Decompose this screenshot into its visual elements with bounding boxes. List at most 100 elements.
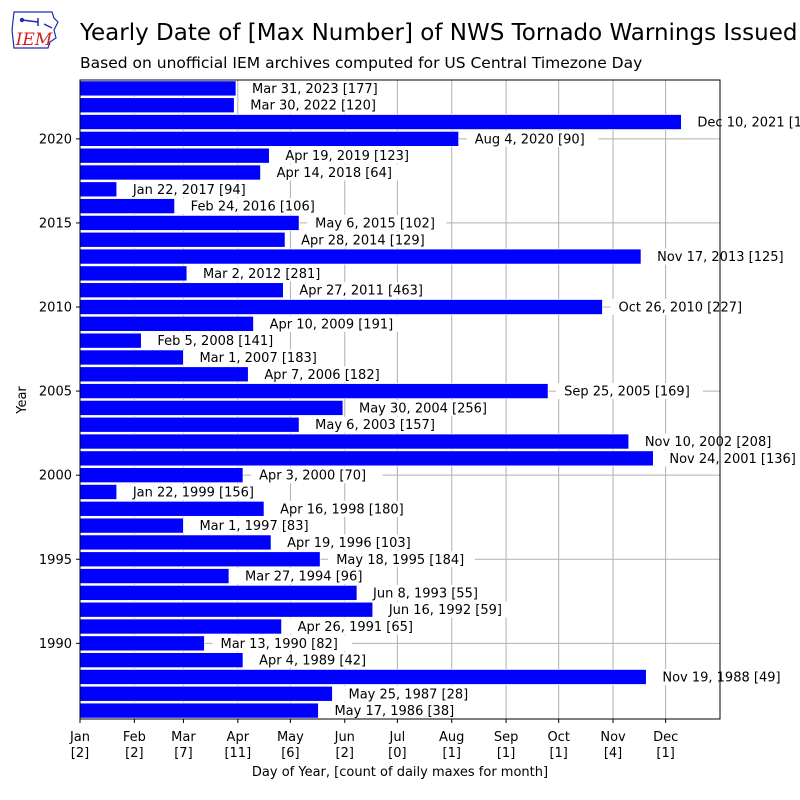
- bar-label: Mar 27, 1994 [96]: [245, 570, 362, 585]
- y-tick-label: 1995: [39, 553, 72, 568]
- bar: [79, 366, 249, 383]
- bar: [79, 601, 374, 618]
- bar: [79, 450, 654, 467]
- bar: [79, 114, 682, 131]
- bar-label: Apr 19, 2019 [123]: [285, 149, 409, 164]
- bar-label: Apr 7, 2006 [182]: [264, 368, 379, 383]
- bar-label: Nov 24, 2001 [136]: [669, 452, 795, 467]
- x-tick-label: Apr: [227, 730, 250, 745]
- bar-label: Feb 24, 2016 [106]: [191, 200, 315, 215]
- bar: [79, 214, 300, 231]
- y-tick-label: 2000: [39, 469, 72, 484]
- bar-label-background: [182, 198, 330, 215]
- bar-label-background: [556, 383, 703, 400]
- bar-label-background: [365, 584, 497, 601]
- bar-label-background: [251, 652, 383, 669]
- bar-label: Apr 19, 1996 [103]: [287, 536, 411, 551]
- bar: [79, 652, 244, 669]
- plot-frame: [79, 79, 721, 720]
- y-axis-ticks: 1990 1995 2000 2005 2010 2015 2020: [39, 132, 80, 652]
- bar-label-background: [291, 282, 439, 299]
- bar-label: Apr 14, 2018 [64]: [277, 166, 392, 181]
- bar: [79, 299, 603, 315]
- bar-label-background: [340, 685, 480, 702]
- bar-label-background: [689, 114, 800, 131]
- bar-label: Aug 4, 2020 [90]: [475, 132, 585, 147]
- bar-label: Mar 31, 2023 [177]: [252, 82, 378, 97]
- bar-label-background: [307, 416, 447, 433]
- bar: [79, 433, 630, 450]
- bar-label-background: [328, 551, 476, 568]
- bar: [79, 584, 358, 601]
- bar: [79, 231, 286, 248]
- bar: [79, 383, 549, 400]
- bar-label-background: [636, 433, 784, 450]
- bar-label-background: [466, 130, 599, 147]
- bar: [79, 130, 460, 147]
- bar: [79, 416, 300, 433]
- bar: [79, 80, 237, 97]
- bar-label: Mar 1, 1997 [83]: [199, 519, 308, 534]
- x-tick-count: [1]: [549, 746, 567, 761]
- bar-label: Feb 5, 2008 [141]: [157, 334, 273, 349]
- bar-label-background: [268, 164, 408, 181]
- y-tick-label: 2015: [39, 216, 72, 231]
- x-tick-count: [0]: [388, 746, 406, 761]
- x-tick-label: Jan: [69, 730, 90, 745]
- bar: [79, 568, 230, 585]
- bar-label: May 25, 1987 [28]: [348, 687, 468, 702]
- bar: [79, 181, 118, 198]
- bar-label-background: [149, 332, 289, 349]
- bar-label-background: [610, 299, 758, 316]
- bar-label: Jun 8, 1993 [55]: [372, 586, 478, 601]
- bar-label: Dec 10, 2021 [106]: [697, 116, 800, 131]
- bar-label: Jan 22, 2017 [94]: [132, 183, 246, 198]
- bar-label: Nov 10, 2002 [208]: [645, 435, 771, 450]
- bar-label: Nov 19, 1988 [49]: [662, 670, 780, 685]
- x-tick-count: [1]: [656, 746, 674, 761]
- x-tick-label: Oct: [547, 730, 569, 745]
- bar-label-background: [244, 80, 391, 97]
- bar-label: Mar 13, 1990 [82]: [220, 637, 337, 652]
- y-tick-label: 1990: [39, 637, 72, 652]
- bar-label: Oct 26, 2010 [227]: [619, 301, 743, 316]
- bar-label-background: [654, 668, 794, 685]
- bar-label-background: [242, 97, 390, 114]
- logo-text: IEM: [15, 30, 53, 50]
- iem-logo: IEM: [8, 8, 60, 52]
- x-tick-label: Dec: [653, 730, 678, 745]
- bar: [79, 282, 284, 299]
- chart-subtitle: Based on unofficial IEM archives compute…: [80, 54, 643, 72]
- x-axis-ticks: Jan[2]Feb[2]Mar[7]Apr[11]May[6]Jun[2]Jul…: [69, 719, 678, 761]
- bar: [79, 618, 283, 635]
- y-tick-label: 2010: [39, 301, 72, 316]
- y-tick-label: 2005: [39, 385, 72, 400]
- bar-label-background: [191, 349, 331, 366]
- iem-logo-graphic: IEM: [11, 11, 59, 50]
- x-tick-count: [1]: [443, 746, 461, 761]
- bar-label-background: [380, 601, 521, 618]
- bar-label: Apr 4, 1989 [42]: [259, 654, 366, 669]
- bar: [79, 315, 254, 332]
- bar-label: May 18, 1995 [184]: [336, 553, 464, 568]
- bar: [79, 248, 642, 265]
- bar-label-background: [124, 181, 265, 198]
- bar-label-background: [124, 483, 272, 500]
- bar-label-background: [212, 635, 352, 652]
- bar-label-background: [293, 231, 440, 248]
- chart-title: Yearly Date of [Max Number] of NWS Torna…: [80, 20, 798, 46]
- bar: [79, 517, 184, 534]
- bar: [79, 467, 244, 484]
- x-tick-label: Aug: [439, 730, 464, 745]
- bar-label: Mar 30, 2022 [120]: [250, 99, 376, 114]
- x-tick-label: Nov: [600, 730, 626, 745]
- bar-label: Jun 16, 1992 [59]: [388, 603, 502, 618]
- bar: [79, 399, 344, 416]
- bar-label-background: [326, 702, 466, 719]
- bar-label-background: [261, 315, 409, 332]
- bar-label: Apr 26, 1991 [65]: [298, 620, 413, 635]
- bar-label-background: [272, 500, 419, 517]
- bar-label-background: [277, 147, 425, 164]
- x-tick-label: Mar: [171, 730, 196, 745]
